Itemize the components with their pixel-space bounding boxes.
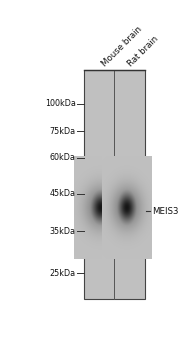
Text: 100kDa: 100kDa [45, 99, 76, 108]
Text: Mouse brain: Mouse brain [100, 24, 144, 68]
Text: 35kDa: 35kDa [50, 226, 76, 236]
Text: 75kDa: 75kDa [50, 126, 76, 135]
Text: 45kDa: 45kDa [50, 189, 76, 198]
Text: 25kDa: 25kDa [50, 268, 76, 278]
Text: MEIS3: MEIS3 [152, 207, 178, 216]
Text: Rat brain: Rat brain [126, 34, 161, 68]
Text: 60kDa: 60kDa [50, 153, 76, 162]
Bar [84, 70, 145, 299]
